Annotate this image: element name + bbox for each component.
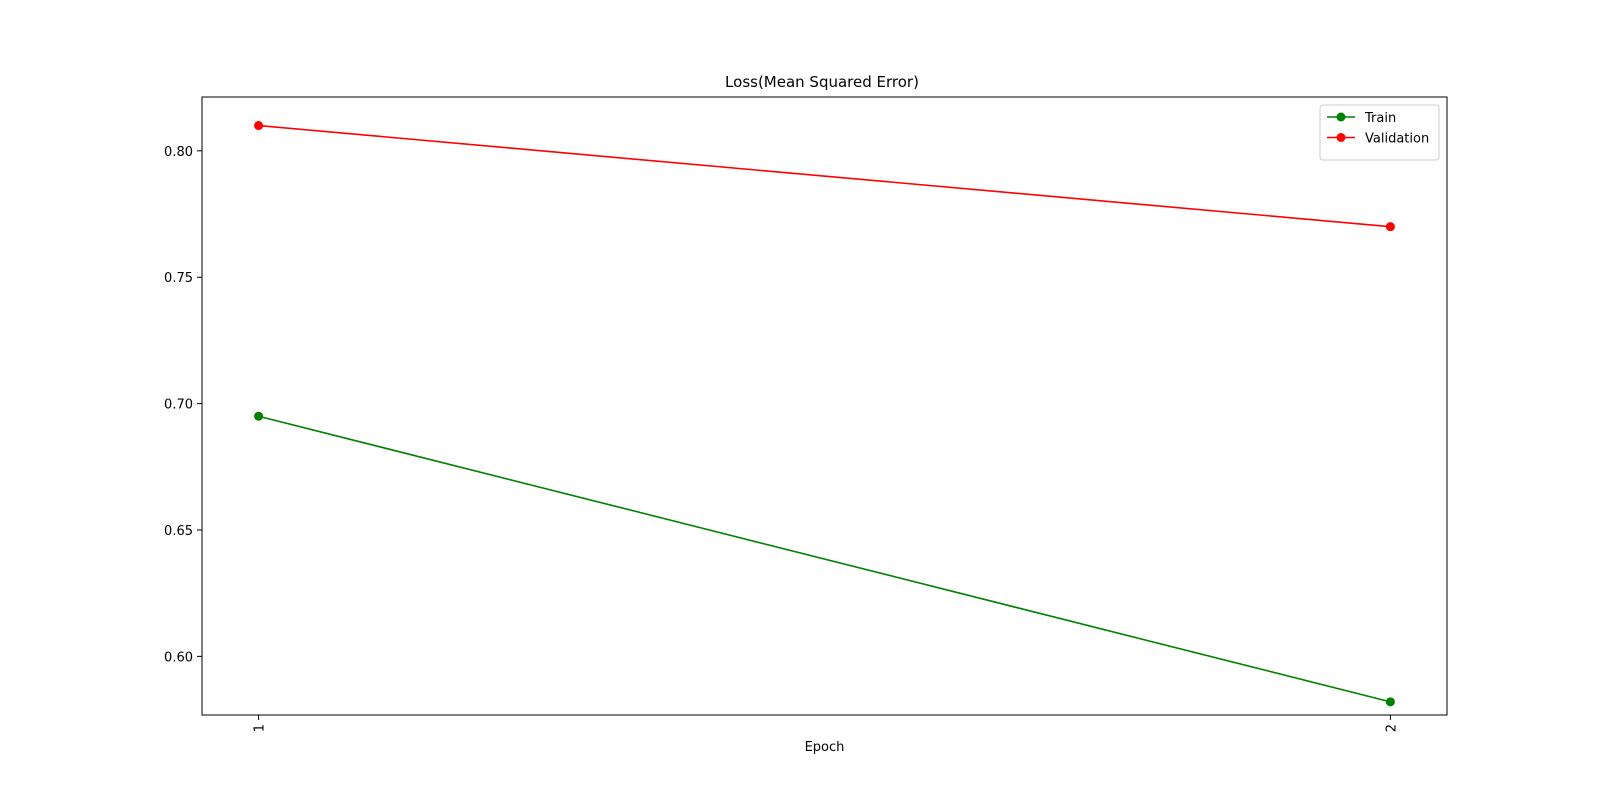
series-validation — [254, 121, 1395, 232]
x-axis-title: Epoch — [805, 740, 845, 755]
y-axis-ticks: 0.60 0.65 0.70 0.75 0.80 — [164, 145, 202, 665]
data-point-train — [254, 411, 264, 421]
series-train — [254, 411, 1395, 707]
legend-box — [1319, 104, 1440, 161]
chart-title: Loss(Mean Squared Error) — [725, 73, 919, 91]
series-line-train — [258, 415, 1391, 703]
data-point-validation — [1385, 222, 1395, 232]
legend: Train Validation — [1319, 104, 1440, 161]
data-point-validation — [254, 121, 264, 131]
y-tick-label: 0.60 — [164, 650, 193, 665]
series-line-validation — [258, 124, 1391, 228]
legend-label-validation: Validation — [1365, 132, 1429, 147]
y-tick-label: 0.80 — [164, 145, 193, 160]
legend-marker-train — [1336, 112, 1346, 122]
plot-frame — [201, 96, 1448, 716]
y-tick-label: 0.65 — [164, 524, 193, 539]
y-tick-label: 0.70 — [164, 398, 193, 413]
legend-label-train: Train — [1364, 111, 1396, 126]
y-tick-label: 0.75 — [164, 271, 193, 286]
x-tick-label: 2 — [1384, 724, 1399, 732]
data-point-train — [1385, 697, 1395, 707]
legend-marker-validation — [1336, 133, 1346, 142]
series-layer — [254, 121, 1395, 707]
x-tick-label: 1 — [253, 724, 268, 732]
